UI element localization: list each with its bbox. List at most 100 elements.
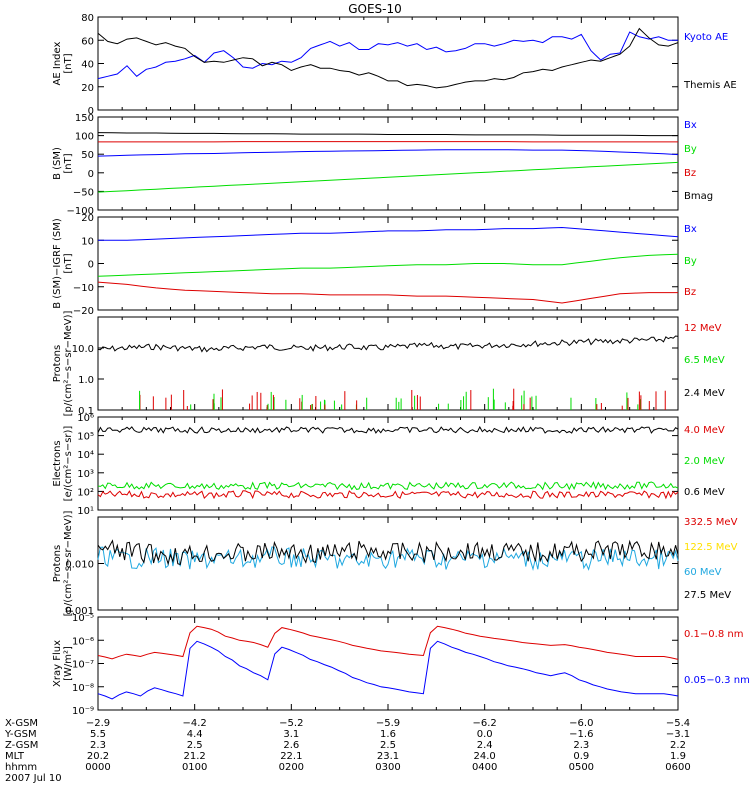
y-axis-label: AE Index[nT]	[52, 41, 74, 85]
legend-hiprotons-3: 27.5 MeV	[684, 590, 731, 601]
x-tick-z-gsm: 2.3	[90, 740, 106, 751]
x-tick-hhmm: 0500	[569, 762, 594, 773]
ytick-label: 10²	[77, 487, 94, 498]
legend-ae-0: Kyoto AE	[684, 32, 728, 43]
x-tick-x-gsm: −5.9	[376, 718, 400, 729]
y-axis-label-line: B (SM)	[52, 147, 63, 180]
ytick-label: 20	[81, 83, 94, 94]
y-axis-label-line: [p/(cm²−s−sr−MeV)]	[63, 310, 74, 416]
ytick-label: 0	[88, 106, 94, 117]
ytick-label: 10⁻⁸	[72, 683, 94, 694]
series-line-xray-0	[97, 625, 679, 660]
series-line-electrons-0	[97, 490, 679, 500]
ytick-label: 10⁻⁹	[72, 706, 94, 717]
series-line-hiprotons-3	[97, 539, 679, 566]
y-axis-label-line: Xray Flux	[52, 640, 63, 687]
legend-electrons-2: 0.6 MeV	[684, 487, 725, 498]
panel-frame	[97, 616, 679, 711]
x-tick-y-gsm: −1.6	[569, 729, 593, 740]
x-tick-x-gsm: −5.4	[666, 718, 690, 729]
x-tick-hhmm: 0200	[279, 762, 304, 773]
x-tick-mlt: 1.9	[670, 751, 686, 762]
y-axis-label-line: AE Index	[52, 41, 63, 85]
ytick-label: 50	[81, 150, 94, 161]
y-axis-label-line: [nT]	[63, 153, 74, 173]
panel-ae: 0 20 40 60 80 AE Index[nT] Kyoto AE Themis AE	[52, 13, 737, 117]
date-label: 2007 Jul 10	[5, 773, 62, 784]
series-line-bigrf-1	[97, 253, 679, 277]
ytick-label: 10.0	[72, 344, 94, 355]
legend-xray-0: 0.1−0.8 nm	[684, 629, 743, 640]
ytick-label: 40	[81, 60, 94, 71]
x-tick-hhmm: 0000	[85, 762, 110, 773]
ytick-label: 0	[88, 169, 94, 180]
ytick-label: 10³	[77, 469, 94, 480]
series-line-hiprotons-2	[97, 546, 679, 572]
x-tick-z-gsm: 2.4	[477, 740, 493, 751]
x-tick-y-gsm: 3.1	[283, 729, 299, 740]
x-tick-z-gsm: 2.2	[670, 740, 686, 751]
x-tick-z-gsm: 2.5	[380, 740, 396, 751]
ytick-label: 10⁻⁶	[72, 636, 94, 647]
legend-protons-0: 12 MeV	[684, 323, 722, 334]
y-axis-label-line: [nT]	[63, 53, 74, 73]
y-axis-label-line: Protons	[52, 545, 63, 582]
ytick-label: 10	[81, 236, 94, 247]
series-line-bigrf-2	[97, 281, 678, 304]
ytick-label: 0.001	[65, 606, 94, 617]
ytick-label: 20	[81, 213, 94, 224]
x-row-label-x-gsm: X-GSM	[5, 718, 38, 729]
legend-electrons-0: 4.0 MeV	[684, 425, 725, 436]
x-tick-z-gsm: 2.6	[283, 740, 299, 751]
legend-hiprotons-2: 60 MeV	[684, 567, 722, 578]
y-axis-label-line: [nT]	[63, 253, 74, 273]
chart-title: GOES-10	[348, 2, 402, 16]
y-axis-label-line: [W/m²]	[63, 646, 74, 681]
ytick-label: 10⁻⁵	[72, 613, 94, 624]
y-axis-label-line: B (SM)−IGRF (SM)	[52, 218, 63, 309]
legend-bsm-0: Bx	[684, 120, 697, 131]
series-line-bsm-0	[97, 149, 679, 157]
legend-protons-2: 2.4 MeV	[684, 388, 725, 399]
panel-bigrf: −20 −10 0 10 20 B (SM)−IGRF (SM)[nT] Bx By Bz	[52, 213, 697, 317]
legend-protons-1: 6.5 MeV	[684, 355, 725, 366]
series-line-electrons-1	[97, 481, 679, 491]
ytick-label: −50	[73, 187, 94, 198]
series-line-protons-2	[97, 335, 679, 353]
ytick-label: 10⁻⁷	[72, 660, 94, 671]
x-tick-y-gsm: 5.5	[90, 729, 106, 740]
y-axis-label-line: Protons	[52, 345, 63, 382]
x-tick-y-gsm: 4.4	[187, 729, 203, 740]
x-tick-y-gsm: 1.6	[380, 729, 396, 740]
ytick-label: 100	[75, 132, 94, 143]
x-tick-x-gsm: −2.9	[86, 718, 110, 729]
legend-electrons-1: 2.0 MeV	[684, 456, 725, 467]
x-tick-mlt: 23.1	[377, 751, 399, 762]
x-tick-y-gsm: 0.0	[477, 729, 493, 740]
y-axis-label: B (SM)−IGRF (SM)[nT]	[52, 218, 74, 309]
ytick-label: 0	[88, 260, 94, 271]
x-tick-y-gsm: −3.1	[666, 729, 690, 740]
x-tick-z-gsm: 2.5	[187, 740, 203, 751]
legend-bsm-2: Bz	[684, 168, 696, 179]
x-tick-x-gsm: −6.0	[569, 718, 593, 729]
series-line-bsm-3	[97, 132, 678, 137]
x-tick-hhmm: 0300	[375, 762, 400, 773]
x-tick-mlt: 20.2	[87, 751, 109, 762]
ytick-label: 0.1	[78, 406, 94, 417]
y-axis-label: Electrons[e/(cm²−s−sr)]	[52, 426, 74, 502]
x-tick-x-gsm: −4.2	[183, 718, 207, 729]
y-axis-label: Xray Flux[W/m²]	[52, 640, 74, 687]
series-line-xray-1	[97, 640, 679, 700]
y-axis-label-line: Electrons	[52, 440, 63, 486]
x-row-label-z-gsm: Z-GSM	[5, 740, 38, 751]
legend-xray-1: 0.05−0.3 nm	[684, 675, 750, 686]
legend-bigrf-2: Bz	[684, 287, 696, 298]
panel-xray: 10⁻⁹ 10⁻⁸ 10⁻⁷ 10⁻⁶ 10⁻⁵ Xray Flux[W/m²] 0.1−0…	[52, 613, 750, 717]
y-axis-label: Protons[p/(cm²−s−sr−MeV)]	[52, 510, 74, 616]
x-tick-hhmm: 0100	[182, 762, 207, 773]
legend-bsm-3: Bmag	[684, 191, 713, 202]
